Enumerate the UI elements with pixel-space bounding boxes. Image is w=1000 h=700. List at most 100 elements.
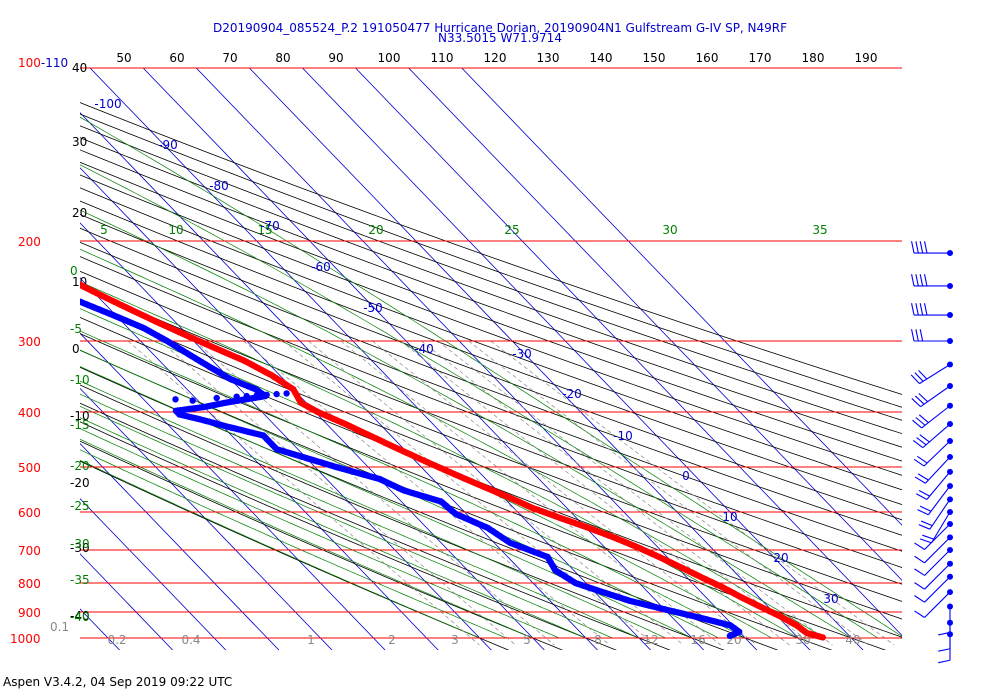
moist-adiabat-label: -25 — [70, 499, 90, 513]
temperature-point — [3, 227, 9, 233]
wind-barb-flag — [911, 329, 915, 342]
temperature-point — [43, 264, 49, 270]
pressure-label: 600 — [18, 506, 41, 520]
wind-barb — [938, 634, 951, 664]
wind-barb-flag — [919, 434, 930, 443]
temperature-point — [9, 238, 15, 244]
wind-barb — [911, 274, 950, 287]
dry-adiabat-line — [80, 333, 887, 650]
pressure-label: 300 — [18, 335, 41, 349]
wind-barb — [911, 241, 950, 254]
mixing-ratio-line — [159, 340, 516, 646]
wind-barb-flag — [916, 455, 928, 464]
mixing-ratio-label: 2 — [388, 633, 396, 647]
mixing-ratio-label: 0.2 — [107, 633, 126, 647]
wind-barb — [911, 329, 950, 342]
dry-adiabat-line — [80, 301, 902, 620]
wind-barb — [914, 576, 951, 603]
dewpoint-point — [283, 390, 290, 397]
mixing-ratio-line — [127, 340, 480, 646]
dewpoint-point — [24, 275, 30, 281]
dewpoint-point — [40, 282, 46, 288]
wind-barb — [914, 549, 951, 576]
dewpoint-point — [1, 265, 7, 271]
mixing-ratio-label: 3 — [451, 633, 459, 647]
moist-adiabat-label: 35 — [812, 223, 827, 237]
wind-barb-flag — [923, 274, 928, 287]
dewpoint-point — [22, 274, 28, 280]
mixing-ratio-label: 5 — [523, 633, 531, 647]
dry-adiabat-label: 20 — [72, 206, 87, 220]
wind-barb-staff — [925, 456, 951, 484]
pressure-label: 400 — [18, 406, 41, 420]
top-scale-label: 90 — [328, 51, 343, 65]
dry-adiabat-label: -30 — [70, 541, 90, 555]
dewpoint-point — [7, 268, 13, 274]
top-scale-label: 100 — [378, 51, 401, 65]
temperature-point — [45, 265, 51, 271]
wind-barb-flag — [923, 241, 928, 254]
temperature-point — [819, 634, 826, 641]
top-scale-label: 170 — [749, 51, 772, 65]
wind-barb-flag — [916, 437, 927, 446]
top-scale-label: 180 — [802, 51, 825, 65]
top-scale-label: 160 — [696, 51, 719, 65]
dewpoint-point — [16, 271, 22, 277]
dry-adiabat-line — [80, 349, 833, 650]
isotherm-line — [80, 112, 598, 650]
dewpoint-point — [62, 292, 68, 298]
wind-barb — [916, 471, 951, 500]
temperature-point — [61, 274, 67, 280]
dewpoint-point — [726, 632, 734, 640]
temperature-point — [51, 268, 57, 274]
dewpoint-point — [9, 269, 15, 275]
dewpoint-point — [54, 288, 60, 294]
wind-barb-flag — [912, 419, 922, 429]
pressure-label: 500 — [18, 461, 41, 475]
mixing-ratio-label: 0.4 — [181, 633, 200, 647]
dewpoint-point — [233, 393, 240, 400]
dry-adiabat-label: -20 — [70, 476, 90, 490]
isotherm-line — [408, 68, 902, 581]
wind-barb-staff — [924, 536, 951, 564]
isotherm-line — [80, 498, 227, 650]
mixing-ratio-line — [421, 340, 814, 646]
wind-barb-flag — [912, 439, 924, 449]
wind-barb — [938, 622, 951, 652]
moist-adiabat-label: -35 — [70, 573, 90, 587]
mixing-ratio-label: 16 — [690, 633, 705, 647]
moist-adiabat-label: 10 — [168, 223, 183, 237]
dewpoint-point — [38, 281, 44, 287]
dry-adiabat-line — [80, 200, 902, 506]
wind-barb-flag — [915, 274, 919, 287]
wind-barb — [914, 563, 951, 590]
wind-barb-flag — [915, 303, 919, 316]
dewpoint-point — [11, 270, 17, 276]
dewpoint-point — [0, 262, 2, 268]
dry-adiabat-line — [80, 125, 902, 421]
top-scale-label: 50 — [116, 51, 131, 65]
wind-barb-staff — [927, 485, 951, 516]
dry-adiabat-label: 30 — [72, 135, 87, 149]
wind-barb-flag — [918, 489, 930, 497]
temperature-point — [25, 253, 31, 259]
mixing-ratio-label: 8 — [594, 633, 602, 647]
dewpoint-point — [60, 291, 66, 297]
wind-barb — [914, 536, 951, 564]
chart-title-line2: N33.5015 W71.9714 — [438, 31, 562, 45]
dewpoint-point — [20, 273, 26, 279]
top-scale-label: 190 — [855, 51, 878, 65]
dry-adiabat-line — [80, 174, 902, 476]
top-scale-label: 130 — [537, 51, 560, 65]
temperature-point — [37, 261, 43, 267]
mixing-ratio-label: 30 — [795, 633, 810, 647]
wind-barb-flag — [914, 555, 925, 564]
temperature-point — [53, 269, 59, 275]
mixing-ratio-label: 1 — [307, 633, 315, 647]
dewpoint-point — [253, 392, 260, 399]
dry-adiabat-line — [80, 149, 902, 448]
mixing-ratio-label: 40 — [845, 633, 860, 647]
wind-barb — [919, 511, 951, 544]
moist-adiabat-line — [80, 116, 902, 637]
